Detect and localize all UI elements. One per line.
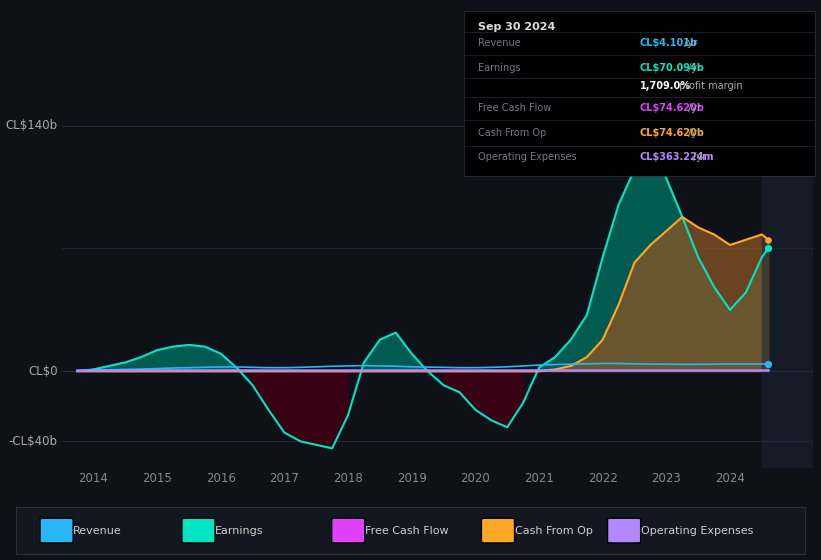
Text: 1,709.0%: 1,709.0% bbox=[640, 81, 690, 91]
Text: Sep 30 2024: Sep 30 2024 bbox=[478, 22, 555, 32]
Point bbox=[762, 235, 775, 244]
Text: Cash From Op: Cash From Op bbox=[515, 526, 593, 535]
Text: CL$74.620b: CL$74.620b bbox=[640, 128, 704, 138]
Text: /yr: /yr bbox=[681, 38, 697, 48]
Text: CL$363.224m: CL$363.224m bbox=[640, 152, 714, 162]
Text: CL$0: CL$0 bbox=[28, 365, 57, 377]
Text: CL$140b: CL$140b bbox=[6, 119, 57, 132]
Point bbox=[762, 360, 775, 368]
Text: Earnings: Earnings bbox=[215, 526, 264, 535]
Text: /yr: /yr bbox=[690, 152, 706, 162]
Text: Free Cash Flow: Free Cash Flow bbox=[478, 103, 551, 113]
Text: Operating Expenses: Operating Expenses bbox=[640, 526, 753, 535]
FancyBboxPatch shape bbox=[481, 518, 515, 543]
Text: Operating Expenses: Operating Expenses bbox=[478, 152, 576, 162]
FancyBboxPatch shape bbox=[182, 518, 215, 543]
Text: Cash From Op: Cash From Op bbox=[478, 128, 546, 138]
Bar bbox=[762, 64, 813, 468]
FancyBboxPatch shape bbox=[608, 518, 640, 543]
Text: Revenue: Revenue bbox=[73, 526, 122, 535]
Text: -CL$40b: -CL$40b bbox=[9, 435, 57, 448]
Text: /yr: /yr bbox=[686, 103, 701, 113]
Text: CL$4.101b: CL$4.101b bbox=[640, 38, 698, 48]
Text: CL$70.094b: CL$70.094b bbox=[640, 63, 704, 73]
Text: profit margin: profit margin bbox=[677, 81, 743, 91]
Text: CL$74.620b: CL$74.620b bbox=[640, 103, 704, 113]
FancyBboxPatch shape bbox=[332, 518, 365, 543]
Point bbox=[762, 244, 775, 253]
Text: Revenue: Revenue bbox=[478, 38, 521, 48]
FancyBboxPatch shape bbox=[40, 518, 73, 543]
Text: /yr: /yr bbox=[686, 63, 701, 73]
Text: Earnings: Earnings bbox=[478, 63, 521, 73]
Text: /yr: /yr bbox=[686, 128, 701, 138]
Text: Free Cash Flow: Free Cash Flow bbox=[365, 526, 448, 535]
